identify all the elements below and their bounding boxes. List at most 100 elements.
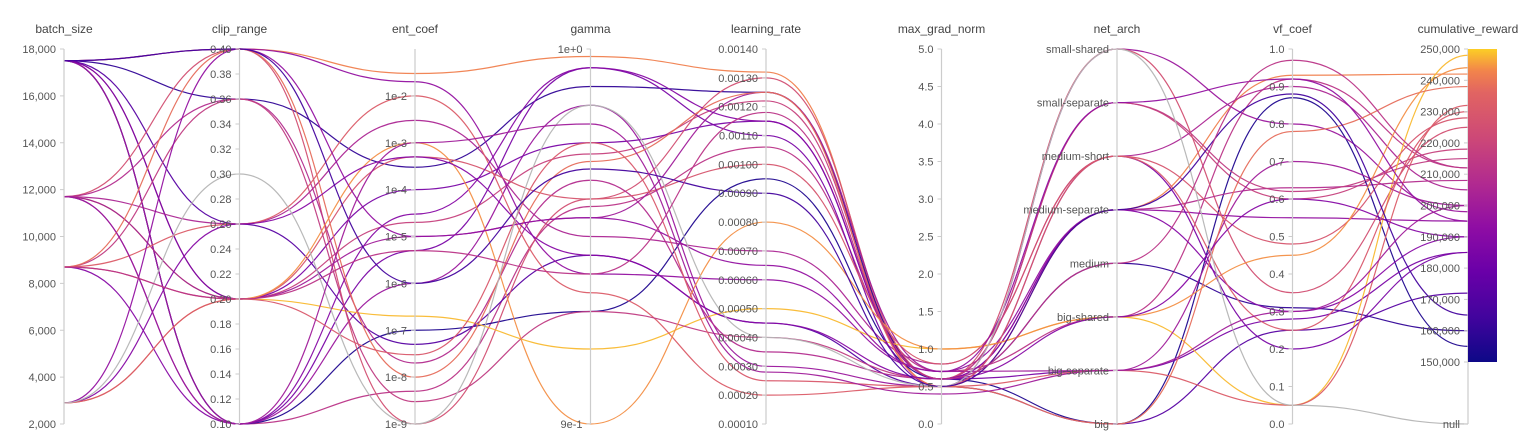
tick-label: 0.12 bbox=[210, 394, 231, 406]
tick-label: 0.00130 bbox=[718, 73, 758, 85]
axis-learning-rate[interactable]: learning_rate 0.00010 0.00020 0.00030 0.0004… bbox=[718, 22, 801, 431]
tick-label: 240,000 bbox=[1420, 75, 1460, 87]
tick-label: 4,000 bbox=[28, 372, 56, 384]
tick-label: 2.0 bbox=[918, 269, 933, 281]
tick-label: 0.00110 bbox=[719, 131, 758, 143]
run-line[interactable] bbox=[63, 67, 1469, 425]
tick-label: 160,000 bbox=[1420, 326, 1460, 338]
tick-label: 0.22 bbox=[210, 269, 231, 281]
tick-label: 5.0 bbox=[918, 44, 933, 56]
tick-label: 180,000 bbox=[1420, 263, 1460, 275]
tick-label: 250,000 bbox=[1420, 44, 1460, 56]
tick-label: 2.5 bbox=[918, 232, 933, 244]
axis-title: max_grad_norm bbox=[898, 22, 985, 36]
run-line[interactable] bbox=[63, 117, 1469, 365]
tick-label: 18,000 bbox=[22, 44, 56, 56]
tick-label: 0.20 bbox=[210, 294, 231, 306]
axis-max-grad-norm[interactable]: max_grad_norm 0.0 0.5 1.0 1.5 2.0 2.5 3.0 3.5 4.0… bbox=[898, 22, 985, 431]
axis-title: clip_range bbox=[212, 22, 268, 36]
tick-label: 0.0 bbox=[1269, 419, 1284, 431]
run-line[interactable] bbox=[63, 48, 1469, 388]
run-line[interactable] bbox=[63, 48, 1469, 425]
color-scale-bar bbox=[1468, 49, 1497, 362]
axis-batch-size[interactable]: batch_size 2,000 4,000 6,000 8,000 10,000 12,0… bbox=[22, 22, 93, 431]
tick-label: 0.6 bbox=[1269, 194, 1284, 206]
tick-label: 1e-7 bbox=[385, 325, 407, 337]
axis-vf-coef[interactable]: vf_coef 0.0 0.1 0.2 0.3 0.4 0.5 0.6 0.7 0.8 0.9 1.0 bbox=[1269, 22, 1312, 431]
tick-label: 0.00030 bbox=[718, 361, 758, 373]
run-line[interactable] bbox=[63, 98, 1469, 403]
tick-label: 190,000 bbox=[1420, 232, 1460, 244]
tick-label: 16,000 bbox=[22, 91, 56, 103]
tick-label: big-separate bbox=[1048, 365, 1109, 377]
tick-label: 0.36 bbox=[210, 94, 231, 106]
tick-label: medium bbox=[1070, 258, 1109, 270]
tick-label: 0.00010 bbox=[718, 419, 758, 431]
tick-label: 0.32 bbox=[210, 144, 231, 156]
axis-clip-range[interactable]: clip_range 0.10 0.12 0.14 0.16 0.18 0.20 0.22 0.… bbox=[210, 22, 267, 431]
run-line[interactable] bbox=[63, 48, 1469, 425]
tick-label: 0.1 bbox=[1269, 382, 1284, 394]
run-line[interactable] bbox=[63, 156, 1469, 404]
tick-label: 1e-3 bbox=[385, 138, 407, 150]
tick-label: small-shared bbox=[1046, 44, 1109, 56]
tick-label: 0.00050 bbox=[718, 304, 758, 316]
axis-gamma[interactable]: gamma 9e-1 1e+0 bbox=[558, 22, 611, 431]
tick-label: big bbox=[1094, 419, 1109, 431]
axis-title: ent_coef bbox=[392, 22, 439, 36]
tick-label: 6,000 bbox=[28, 325, 56, 337]
run-line[interactable] bbox=[63, 60, 1469, 380]
axis-title: batch_size bbox=[35, 22, 93, 36]
tick-label: 0.00040 bbox=[718, 332, 758, 344]
tick-label: 0.16 bbox=[210, 344, 231, 356]
run-line[interactable] bbox=[63, 123, 1469, 425]
tick-label: 0.2 bbox=[1269, 344, 1284, 356]
tick-label: 0.28 bbox=[210, 194, 231, 206]
tick-label: 0.10 bbox=[210, 419, 231, 431]
tick-label: 0.18 bbox=[210, 319, 231, 331]
run-line[interactable] bbox=[63, 48, 1469, 425]
tick-label: 1.0 bbox=[918, 344, 933, 356]
tick-label: 0.7 bbox=[1269, 157, 1284, 169]
tick-label: null bbox=[1443, 419, 1460, 431]
tick-label: 0.5 bbox=[1269, 232, 1284, 244]
tick-label: 1e-2 bbox=[385, 91, 407, 103]
tick-label: 1e-9 bbox=[385, 419, 407, 431]
tick-label: 8,000 bbox=[28, 278, 56, 290]
tick-label: 0.8 bbox=[1269, 119, 1284, 131]
tick-label: 230,000 bbox=[1420, 107, 1460, 119]
run-line[interactable] bbox=[63, 48, 1469, 388]
tick-label: 1.5 bbox=[918, 307, 933, 319]
tick-label: 1e-4 bbox=[385, 185, 407, 197]
tick-label: 3.0 bbox=[918, 194, 933, 206]
tick-label: 1e-6 bbox=[385, 278, 407, 290]
axis-ent-coef[interactable]: ent_coef 1e-9 1e-8 1e-7 1e-6 1e-5 1e-4 1e-3 1e-2 bbox=[385, 22, 439, 431]
tick-label: 0.5 bbox=[918, 382, 933, 394]
axis-title: cumulative_reward bbox=[1418, 22, 1519, 36]
run-line[interactable] bbox=[63, 67, 1469, 425]
run-line[interactable] bbox=[63, 98, 1469, 380]
tick-label: 1e+0 bbox=[558, 44, 583, 56]
tick-label: 0.0 bbox=[918, 419, 933, 431]
tick-label: 0.34 bbox=[210, 119, 231, 131]
tick-label: 0.00090 bbox=[718, 188, 758, 200]
tick-label: 14,000 bbox=[22, 138, 56, 150]
tick-label: 2,000 bbox=[28, 419, 56, 431]
tick-label: 12,000 bbox=[22, 185, 56, 197]
axes: batch_size 2,000 4,000 6,000 8,000 10,000 12,0… bbox=[22, 22, 1518, 431]
tick-label: 0.00060 bbox=[718, 275, 758, 287]
tick-label: 10,000 bbox=[22, 232, 56, 244]
tick-label: 4.0 bbox=[918, 119, 933, 131]
tick-label: 0.40 bbox=[210, 44, 231, 56]
run-line[interactable] bbox=[63, 59, 1469, 380]
tick-label: 0.24 bbox=[210, 244, 231, 256]
tick-label: 0.26 bbox=[210, 219, 231, 231]
tick-label: 0.14 bbox=[210, 369, 231, 381]
tick-label: 0.38 bbox=[210, 69, 231, 81]
tick-label: 3.5 bbox=[918, 157, 933, 169]
axis-title: net_arch bbox=[1094, 22, 1141, 36]
tick-label: 0.4 bbox=[1269, 269, 1284, 281]
